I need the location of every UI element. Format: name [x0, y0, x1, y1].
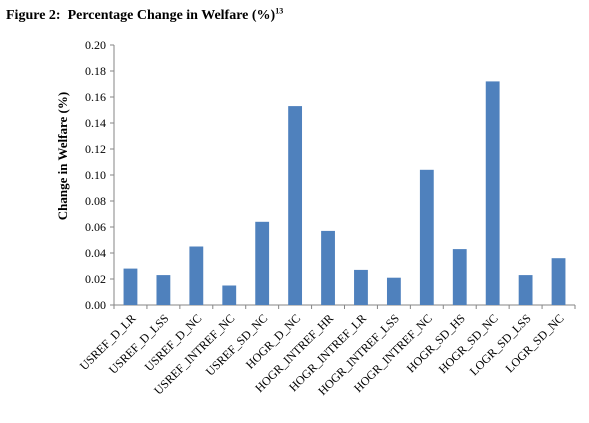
bar	[255, 221, 270, 305]
bar	[485, 81, 500, 306]
y-tick-label: 0.20	[85, 38, 106, 52]
y-tick-label: 0.16	[85, 90, 106, 104]
bar	[518, 275, 533, 305]
bar	[354, 269, 368, 305]
bar	[123, 268, 138, 305]
y-axis-label: Change in Welfare (%)	[55, 92, 70, 220]
bar	[452, 249, 467, 305]
figure-label: Figure 2:	[6, 8, 61, 23]
y-axis: 0.00 0.02 0.04 0.06 0.08 0.10 0.12 0.14 0.16 0.18…	[85, 38, 115, 312]
x-tick-label: LOGR_SD_NC	[503, 311, 567, 375]
bar	[321, 230, 335, 305]
x-tick-label: USREF_D_LR	[77, 311, 139, 373]
y-tick-label: 0.04	[85, 246, 106, 260]
y-tick-label: 0.14	[85, 116, 106, 130]
y-tick-label: 0.00	[85, 298, 106, 312]
bar	[288, 106, 303, 305]
bar	[551, 258, 566, 305]
figure-title-text: Percentage Change in Welfare (%)	[67, 8, 276, 23]
bar	[386, 277, 401, 305]
bar	[189, 246, 204, 305]
bar	[222, 285, 237, 305]
figure-title: Figure 2: Percentage Change in Welfare (…	[6, 6, 284, 24]
y-tick-label: 0.06	[85, 220, 106, 234]
y-tick-label: 0.08	[85, 194, 106, 208]
footnote-marker: 13	[275, 6, 284, 16]
y-tick-label: 0.02	[85, 272, 106, 286]
bar	[156, 275, 171, 305]
y-tick-label: 0.10	[85, 168, 106, 182]
bar	[419, 169, 434, 305]
x-axis: USREF_D_LRUSREF_D_LSSUSREF_D_NCUSREF_INT…	[77, 304, 576, 398]
bars	[123, 81, 566, 306]
y-tick-label: 0.18	[85, 64, 106, 78]
y-tick-label: 0.12	[85, 142, 106, 156]
